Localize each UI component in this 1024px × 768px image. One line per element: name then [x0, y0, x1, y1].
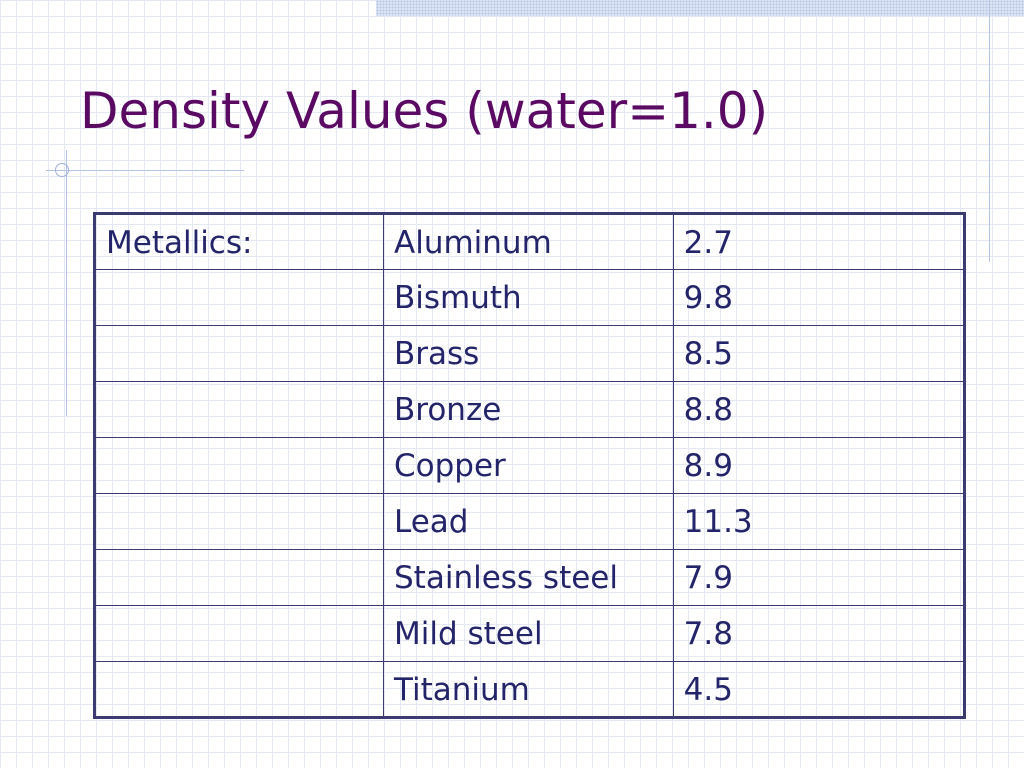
category-cell-empty [94, 605, 384, 662]
density-cell: 7.9 [672, 549, 966, 606]
density-cell: 11.3 [672, 493, 966, 550]
density-cell: 8.9 [672, 437, 966, 494]
title-underline-rule [46, 170, 244, 171]
top-decorative-band [376, 0, 1024, 16]
density-cell: 7.8 [672, 605, 966, 662]
category-cell-empty [94, 381, 384, 438]
density-cell: 9.8 [672, 269, 966, 326]
category-cell-empty [94, 437, 384, 494]
material-cell: Titanium [383, 661, 674, 718]
material-cell: Stainless steel [383, 549, 674, 606]
density-cell: 8.8 [672, 381, 966, 438]
material-cell: Mild steel [383, 605, 674, 662]
table-row: Lead 11.3 [94, 493, 966, 550]
table-row: Brass 8.5 [94, 325, 966, 382]
category-cell-empty [94, 549, 384, 606]
rule-intersection-circle [55, 163, 69, 177]
table-row: Mild steel 7.8 [94, 605, 966, 662]
material-cell: Brass [383, 325, 674, 382]
material-cell: Aluminum [383, 213, 674, 270]
table-row: Bismuth 9.8 [94, 269, 966, 326]
table-row: Stainless steel 7.9 [94, 549, 966, 606]
table-row: Copper 8.9 [94, 437, 966, 494]
slide-title: Density Values (water=1.0) [80, 82, 769, 140]
density-cell: 2.7 [672, 213, 966, 270]
category-cell-empty [94, 325, 384, 382]
table-row: Bronze 8.8 [94, 381, 966, 438]
table-row: Titanium 4.5 [94, 661, 966, 718]
material-cell: Bronze [383, 381, 674, 438]
material-cell: Copper [383, 437, 674, 494]
right-vertical-rule [989, 0, 990, 262]
density-table: Metallics: Aluminum 2.7 Bismuth 9.8 Bras… [93, 212, 966, 719]
table-row: Metallics: Aluminum 2.7 [94, 213, 966, 270]
material-cell: Bismuth [383, 269, 674, 326]
category-cell-empty [94, 269, 384, 326]
left-vertical-rule [66, 150, 67, 416]
category-cell: Metallics: [94, 213, 384, 270]
density-cell: 4.5 [672, 661, 966, 718]
density-cell: 8.5 [672, 325, 966, 382]
material-cell: Lead [383, 493, 674, 550]
category-cell-empty [94, 661, 384, 718]
category-cell-empty [94, 493, 384, 550]
